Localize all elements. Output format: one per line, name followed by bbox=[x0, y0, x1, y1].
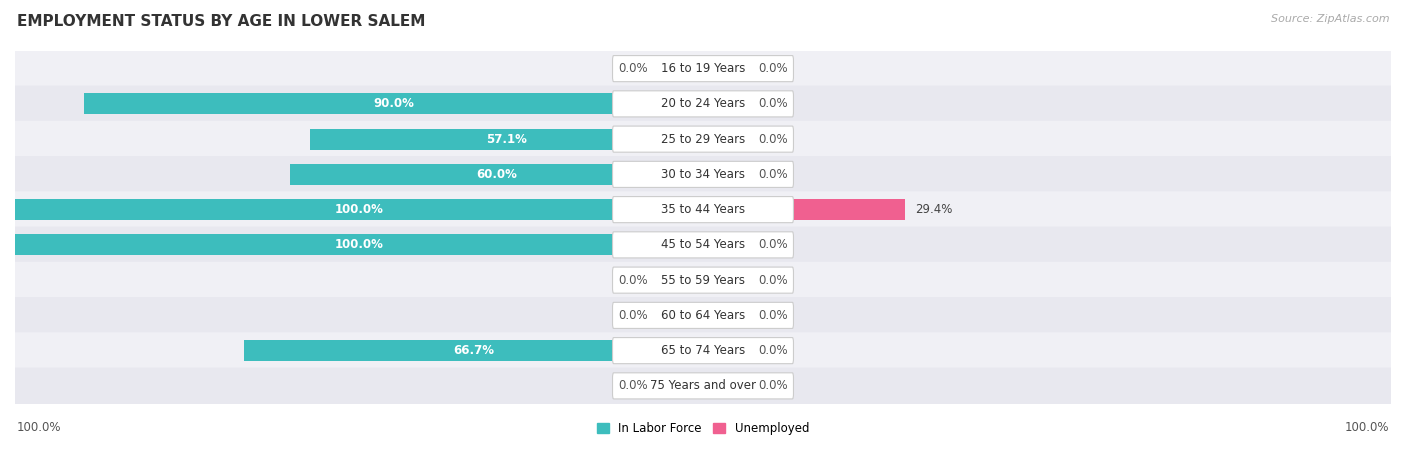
Text: 100.0%: 100.0% bbox=[335, 238, 384, 252]
Bar bbox=[703, 199, 905, 220]
Bar bbox=[703, 93, 751, 114]
FancyBboxPatch shape bbox=[15, 332, 1391, 369]
FancyBboxPatch shape bbox=[613, 91, 793, 117]
FancyBboxPatch shape bbox=[613, 232, 793, 258]
Bar bbox=[703, 270, 751, 291]
FancyBboxPatch shape bbox=[15, 191, 1391, 228]
FancyBboxPatch shape bbox=[15, 297, 1391, 334]
Bar bbox=[15, 199, 703, 220]
Text: 100.0%: 100.0% bbox=[1344, 421, 1389, 434]
FancyBboxPatch shape bbox=[613, 162, 793, 187]
Legend: In Labor Force, Unemployed: In Labor Force, Unemployed bbox=[592, 417, 814, 440]
Text: 35 to 44 Years: 35 to 44 Years bbox=[661, 203, 745, 216]
Bar bbox=[703, 164, 751, 185]
Bar bbox=[311, 129, 703, 150]
Text: 0.0%: 0.0% bbox=[758, 344, 787, 357]
Bar bbox=[703, 129, 751, 150]
Text: 60.0%: 60.0% bbox=[477, 168, 517, 181]
Text: 100.0%: 100.0% bbox=[335, 203, 384, 216]
Bar bbox=[655, 270, 703, 291]
Bar bbox=[655, 305, 703, 326]
FancyBboxPatch shape bbox=[613, 56, 793, 81]
FancyBboxPatch shape bbox=[613, 126, 793, 152]
Text: EMPLOYMENT STATUS BY AGE IN LOWER SALEM: EMPLOYMENT STATUS BY AGE IN LOWER SALEM bbox=[17, 14, 425, 28]
Text: 29.4%: 29.4% bbox=[915, 203, 953, 216]
FancyBboxPatch shape bbox=[613, 338, 793, 364]
Text: 90.0%: 90.0% bbox=[373, 97, 413, 110]
Text: 60 to 64 Years: 60 to 64 Years bbox=[661, 309, 745, 322]
Text: 65 to 74 Years: 65 to 74 Years bbox=[661, 344, 745, 357]
Text: 0.0%: 0.0% bbox=[758, 309, 787, 322]
Bar bbox=[290, 164, 703, 185]
Text: 0.0%: 0.0% bbox=[758, 379, 787, 392]
Text: 55 to 59 Years: 55 to 59 Years bbox=[661, 274, 745, 287]
FancyBboxPatch shape bbox=[613, 373, 793, 399]
Text: 0.0%: 0.0% bbox=[619, 274, 648, 287]
FancyBboxPatch shape bbox=[613, 267, 793, 293]
Text: Source: ZipAtlas.com: Source: ZipAtlas.com bbox=[1271, 14, 1389, 23]
Bar bbox=[655, 58, 703, 79]
Bar bbox=[245, 340, 703, 361]
Bar bbox=[84, 93, 703, 114]
Text: 0.0%: 0.0% bbox=[758, 97, 787, 110]
Text: 57.1%: 57.1% bbox=[486, 133, 527, 146]
Text: 0.0%: 0.0% bbox=[758, 238, 787, 252]
FancyBboxPatch shape bbox=[15, 226, 1391, 263]
Text: 0.0%: 0.0% bbox=[758, 168, 787, 181]
FancyBboxPatch shape bbox=[613, 302, 793, 328]
Text: 16 to 19 Years: 16 to 19 Years bbox=[661, 62, 745, 75]
Text: 25 to 29 Years: 25 to 29 Years bbox=[661, 133, 745, 146]
FancyBboxPatch shape bbox=[15, 262, 1391, 298]
Bar bbox=[655, 375, 703, 396]
Bar bbox=[703, 340, 751, 361]
FancyBboxPatch shape bbox=[15, 156, 1391, 193]
Text: 75 Years and over: 75 Years and over bbox=[650, 379, 756, 392]
Bar bbox=[703, 58, 751, 79]
Text: 0.0%: 0.0% bbox=[619, 62, 648, 75]
Bar bbox=[703, 375, 751, 396]
Text: 45 to 54 Years: 45 to 54 Years bbox=[661, 238, 745, 252]
FancyBboxPatch shape bbox=[15, 368, 1391, 404]
Text: 0.0%: 0.0% bbox=[619, 379, 648, 392]
FancyBboxPatch shape bbox=[15, 121, 1391, 158]
Text: 0.0%: 0.0% bbox=[758, 133, 787, 146]
FancyBboxPatch shape bbox=[15, 86, 1391, 122]
Text: 20 to 24 Years: 20 to 24 Years bbox=[661, 97, 745, 110]
Text: 0.0%: 0.0% bbox=[758, 274, 787, 287]
Text: 66.7%: 66.7% bbox=[453, 344, 494, 357]
Text: 30 to 34 Years: 30 to 34 Years bbox=[661, 168, 745, 181]
Bar bbox=[703, 305, 751, 326]
Text: 0.0%: 0.0% bbox=[758, 62, 787, 75]
Text: 0.0%: 0.0% bbox=[619, 309, 648, 322]
FancyBboxPatch shape bbox=[15, 50, 1391, 87]
FancyBboxPatch shape bbox=[613, 197, 793, 223]
Bar bbox=[15, 234, 703, 256]
Text: 100.0%: 100.0% bbox=[17, 421, 62, 434]
Bar bbox=[703, 234, 751, 256]
